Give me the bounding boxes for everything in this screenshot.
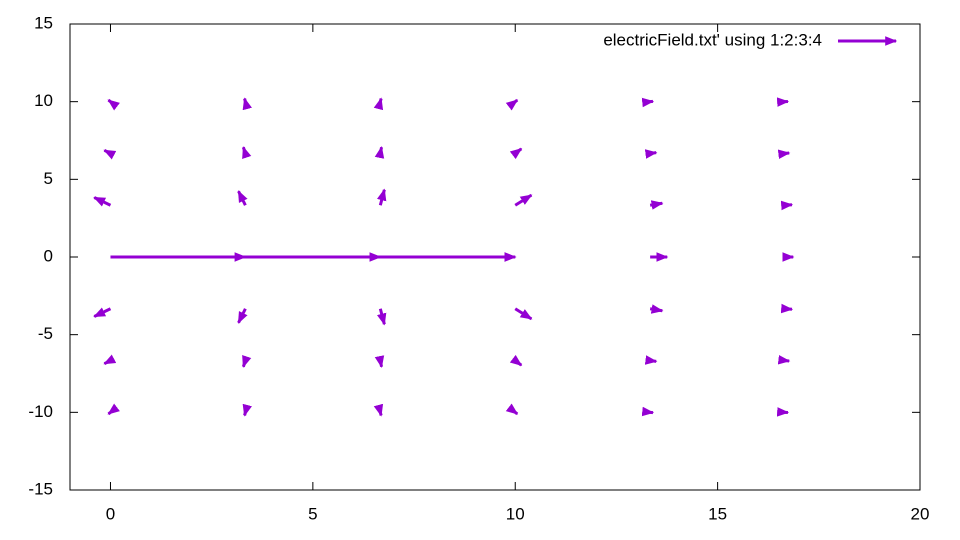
vector-arrow	[373, 97, 384, 111]
x-tick-label: 15	[708, 504, 727, 523]
vector-arrow	[377, 308, 387, 326]
y-tick-label: -10	[28, 402, 53, 421]
y-tick-label: -15	[28, 479, 53, 498]
vector-arrow	[107, 98, 120, 111]
vector-arrow	[93, 196, 112, 207]
x-tick-label: 20	[911, 504, 930, 523]
vector-arrow	[237, 190, 248, 206]
vector-arrow	[242, 403, 252, 417]
vector-arrow	[374, 355, 385, 368]
x-tick-label: 0	[106, 504, 115, 523]
x-tick-label: 5	[308, 504, 317, 523]
legend-label: electricField.txt' using 1:2:3:4	[603, 30, 822, 49]
vector-arrow	[373, 403, 384, 417]
y-tick-label: 15	[34, 13, 53, 32]
vector-arrow	[241, 146, 252, 159]
vector-arrow	[514, 193, 533, 207]
y-tick-label: -5	[38, 324, 53, 343]
vector-arrow	[103, 148, 117, 160]
vector-arrow	[107, 403, 120, 416]
vector-arrow	[237, 308, 248, 324]
vector-arrow	[377, 188, 387, 206]
vector-arrow	[242, 97, 252, 111]
vector-arrow	[374, 146, 385, 159]
vector-arrow	[509, 354, 523, 367]
vector-arrow	[93, 307, 112, 318]
vector-arrow	[644, 149, 658, 159]
y-tick-label: 10	[34, 91, 53, 110]
vector-arrow	[505, 98, 519, 111]
y-tick-label: 0	[44, 246, 53, 265]
vector-arrow	[644, 355, 658, 365]
vector-arrow	[505, 403, 519, 416]
vector-arrow	[103, 354, 117, 366]
vector-arrow	[509, 147, 523, 160]
x-tick-label: 10	[506, 504, 525, 523]
vector-arrow	[514, 307, 533, 321]
vector-arrow	[241, 355, 252, 368]
y-tick-label: 5	[44, 169, 53, 188]
vector-arrow	[649, 304, 664, 314]
vector-arrow	[649, 200, 664, 210]
